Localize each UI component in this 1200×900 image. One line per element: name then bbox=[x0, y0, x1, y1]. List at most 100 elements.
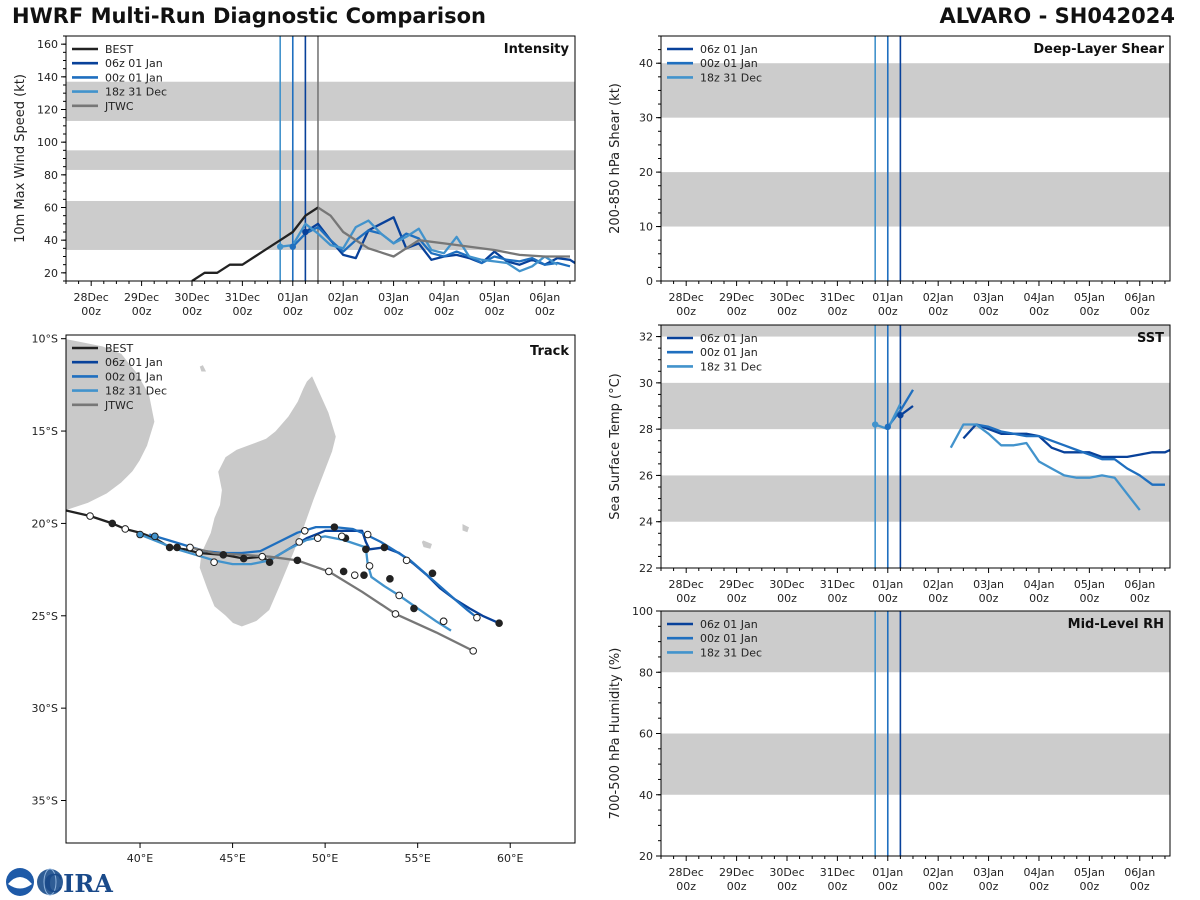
page-title: HWRF Multi-Run Diagnostic Comparison bbox=[12, 4, 487, 28]
run-start-marker bbox=[302, 228, 309, 236]
track-position-marker bbox=[265, 558, 274, 567]
y-tick-label: 35°S bbox=[32, 795, 58, 808]
track-position-marker bbox=[330, 523, 339, 531]
x-tick-label: 00z bbox=[827, 880, 847, 893]
y-axis-label: 200-850 hPa Shear (kt) bbox=[608, 83, 623, 234]
x-tick-label: 00z bbox=[384, 305, 404, 318]
x-tick-label: 00z bbox=[777, 592, 797, 605]
legend-label: 06z 01 Jan bbox=[700, 618, 758, 631]
sst-panel: 22242628303228Dec00z29Dec00z30Dec00z31De… bbox=[608, 324, 1171, 605]
track-position-marker bbox=[386, 575, 394, 583]
y-tick-label: 60 bbox=[44, 202, 58, 215]
x-tick-label: 45°E bbox=[219, 852, 245, 865]
track-position-marker bbox=[121, 525, 130, 533]
track-position-marker bbox=[313, 534, 322, 543]
series-line-06z-01-jan bbox=[962, 423, 1170, 459]
globe-meridian bbox=[43, 868, 57, 896]
track-position-marker bbox=[325, 567, 333, 576]
track-position-marker bbox=[151, 532, 159, 541]
noaa-bird-icon bbox=[8, 877, 32, 889]
y-tick-label: 80 bbox=[44, 169, 58, 182]
x-tick-label: 00z bbox=[484, 305, 504, 318]
track-line-00z-01-jan bbox=[148, 525, 478, 619]
x-tick-label: 00z bbox=[434, 305, 454, 318]
y-tick-label: 160 bbox=[37, 38, 58, 51]
track-panel: 40°E 45°E 50°E 55°E 60°E 10°S 15°S 20°S 25°S 30°S… bbox=[32, 333, 576, 865]
y-tick-label: 15°S bbox=[32, 425, 58, 438]
track-position-marker bbox=[210, 558, 218, 567]
y-tick-label: 120 bbox=[37, 104, 58, 117]
x-tick-label: 00z bbox=[777, 880, 797, 893]
x-tick-label: 00z bbox=[979, 880, 999, 893]
y-tick-label: 80 bbox=[639, 666, 653, 679]
x-tick-label: 00z bbox=[132, 305, 152, 318]
y-tick-label: 140 bbox=[37, 71, 58, 84]
legend-label: 06z 01 Jan bbox=[700, 332, 758, 345]
x-tick-label: 30Dec bbox=[174, 291, 209, 304]
land-mass bbox=[198, 364, 208, 373]
track-position-marker bbox=[365, 562, 374, 570]
y-tick-label: 100 bbox=[37, 136, 58, 149]
x-tick-label: 00z bbox=[878, 592, 898, 605]
y-tick-label: 20 bbox=[639, 166, 653, 179]
land-mass bbox=[198, 374, 337, 628]
panel-title: Intensity bbox=[504, 42, 570, 57]
track-position-marker bbox=[380, 543, 389, 552]
series-line-00z-01-jan bbox=[975, 423, 1165, 486]
track-position-marker bbox=[195, 549, 204, 557]
legend-label: 18z 31 Dec bbox=[700, 646, 762, 659]
y-tick-label: 22 bbox=[639, 562, 653, 575]
x-tick-label: 02Jan bbox=[923, 291, 954, 304]
map-area bbox=[66, 338, 503, 655]
x-tick-label: 00z bbox=[1079, 305, 1099, 318]
track-position-marker bbox=[339, 567, 348, 576]
x-tick-label: 00z bbox=[827, 592, 847, 605]
x-tick-label: 00z bbox=[928, 880, 948, 893]
y-tick-label: 30 bbox=[639, 112, 653, 125]
x-tick-label: 30Dec bbox=[769, 866, 804, 879]
legend-label: 00z 01 Jan bbox=[700, 346, 758, 359]
x-tick-label: 00z bbox=[676, 592, 696, 605]
x-tick-label: 03Jan bbox=[973, 291, 1004, 304]
x-tick-label: 00z bbox=[333, 305, 353, 318]
x-tick-label: 01Jan bbox=[872, 578, 903, 591]
y-tick-label: 24 bbox=[639, 516, 653, 529]
track-line-jtwc bbox=[189, 546, 474, 652]
legend-label: 06z 01 Jan bbox=[105, 57, 163, 70]
run-start-marker bbox=[897, 412, 904, 419]
track-position-marker bbox=[439, 617, 448, 626]
track-position-marker bbox=[391, 610, 400, 618]
x-tick-label: 00z bbox=[727, 592, 747, 605]
shaded-band bbox=[661, 63, 1170, 118]
x-tick-label: 00z bbox=[1130, 592, 1150, 605]
x-tick-label: 00z bbox=[979, 305, 999, 318]
track-position-marker bbox=[395, 591, 403, 600]
y-tick-label: 30°S bbox=[32, 702, 58, 715]
x-tick-label: 00z bbox=[1079, 880, 1099, 893]
x-tick-label: 00z bbox=[1130, 880, 1150, 893]
shaded-band bbox=[661, 475, 1170, 522]
x-tick-label: 06Jan bbox=[1124, 578, 1155, 591]
run-start-marker bbox=[289, 243, 296, 250]
track-position-marker bbox=[239, 554, 248, 563]
x-tick-label: 29Dec bbox=[719, 578, 754, 591]
shaded-band bbox=[661, 325, 1170, 337]
track-position-marker bbox=[495, 619, 503, 627]
panel-title: SST bbox=[1137, 331, 1164, 346]
track-position-marker bbox=[469, 647, 478, 655]
x-tick-label: 00z bbox=[727, 880, 747, 893]
track-position-marker bbox=[186, 543, 194, 552]
x-tick-label: 31Dec bbox=[820, 866, 855, 879]
cira-logo: CIRA bbox=[6, 868, 113, 898]
x-tick-label: 05Jan bbox=[479, 291, 510, 304]
x-tick-label: 04Jan bbox=[1023, 866, 1054, 879]
globe-icon bbox=[37, 869, 63, 895]
y-tick-label: 20°S bbox=[32, 517, 58, 530]
y-tick-label: 40 bbox=[44, 234, 58, 247]
shaded-band bbox=[661, 172, 1170, 227]
y-tick-label: 20 bbox=[44, 267, 58, 280]
x-tick-label: 00z bbox=[182, 305, 202, 318]
